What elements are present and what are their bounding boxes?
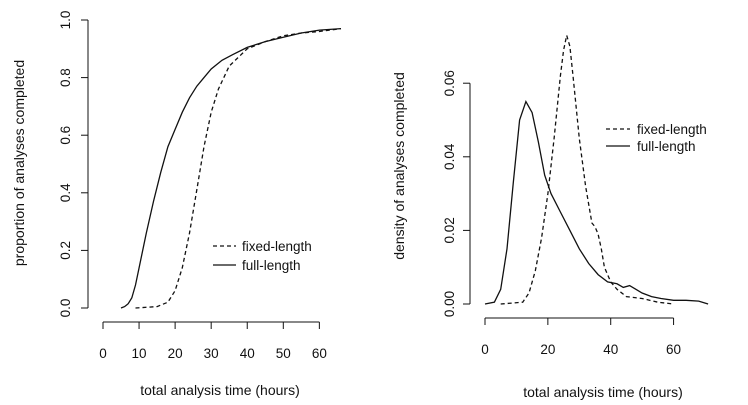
x-axis-label: total analysis time (hours) [140, 382, 300, 398]
y-tick-label: 0.0 [58, 299, 73, 318]
y-axis-label: proportion of analyses completed [11, 60, 27, 266]
y-axis-label: density of analyses completed [391, 72, 407, 260]
right-panel-density: 0 20 40 60 0.00 0.02 0.04 0.06 total analysis ti… [391, 35, 709, 400]
x-tick-label: 60 [312, 346, 327, 361]
x-tick-label: 10 [132, 346, 147, 361]
series-line-full-length [484, 100, 709, 305]
x-tick-label: 0 [99, 346, 107, 361]
x-tick-label: 40 [240, 346, 255, 361]
x-tick-label: 0 [481, 342, 489, 357]
x-axis-label: total analysis time (hours) [523, 384, 683, 400]
y-tick-label: 0.4 [58, 183, 73, 202]
x-tick-label: 40 [603, 342, 618, 357]
y-tick-label: 0.06 [442, 70, 457, 96]
x-tick-label: 50 [276, 346, 291, 361]
x-tick-label: 30 [204, 346, 219, 361]
series-line-fixed-length [135, 27, 342, 309]
series-line-fixed-length [500, 35, 674, 305]
legend-label-fixed-length: fixed-length [242, 239, 312, 254]
x-tick-label: 20 [168, 346, 183, 361]
y-tick-label: 0.04 [442, 143, 457, 170]
y-tick-label: 1.0 [58, 11, 73, 30]
y-tick-label: 0.2 [58, 241, 73, 260]
x-tick-label: 20 [540, 342, 555, 357]
series-line-full-length [120, 27, 342, 309]
left-panel-cumulative-proportion: 0 10 20 30 40 50 60 0.0 0.2 0.4 0.6 0.8 1.0 total ana… [11, 11, 342, 398]
y-tick-label: 0.00 [442, 291, 457, 317]
x-tick-label: 60 [666, 342, 681, 357]
legend-label-full-length: full-length [242, 258, 301, 273]
y-tick-label: 0.02 [442, 217, 457, 243]
legend-label-full-length: full-length [637, 139, 696, 154]
y-tick-label: 0.8 [58, 68, 73, 87]
legend-label-fixed-length: fixed-length [637, 122, 707, 137]
y-tick-label: 0.6 [58, 126, 73, 145]
